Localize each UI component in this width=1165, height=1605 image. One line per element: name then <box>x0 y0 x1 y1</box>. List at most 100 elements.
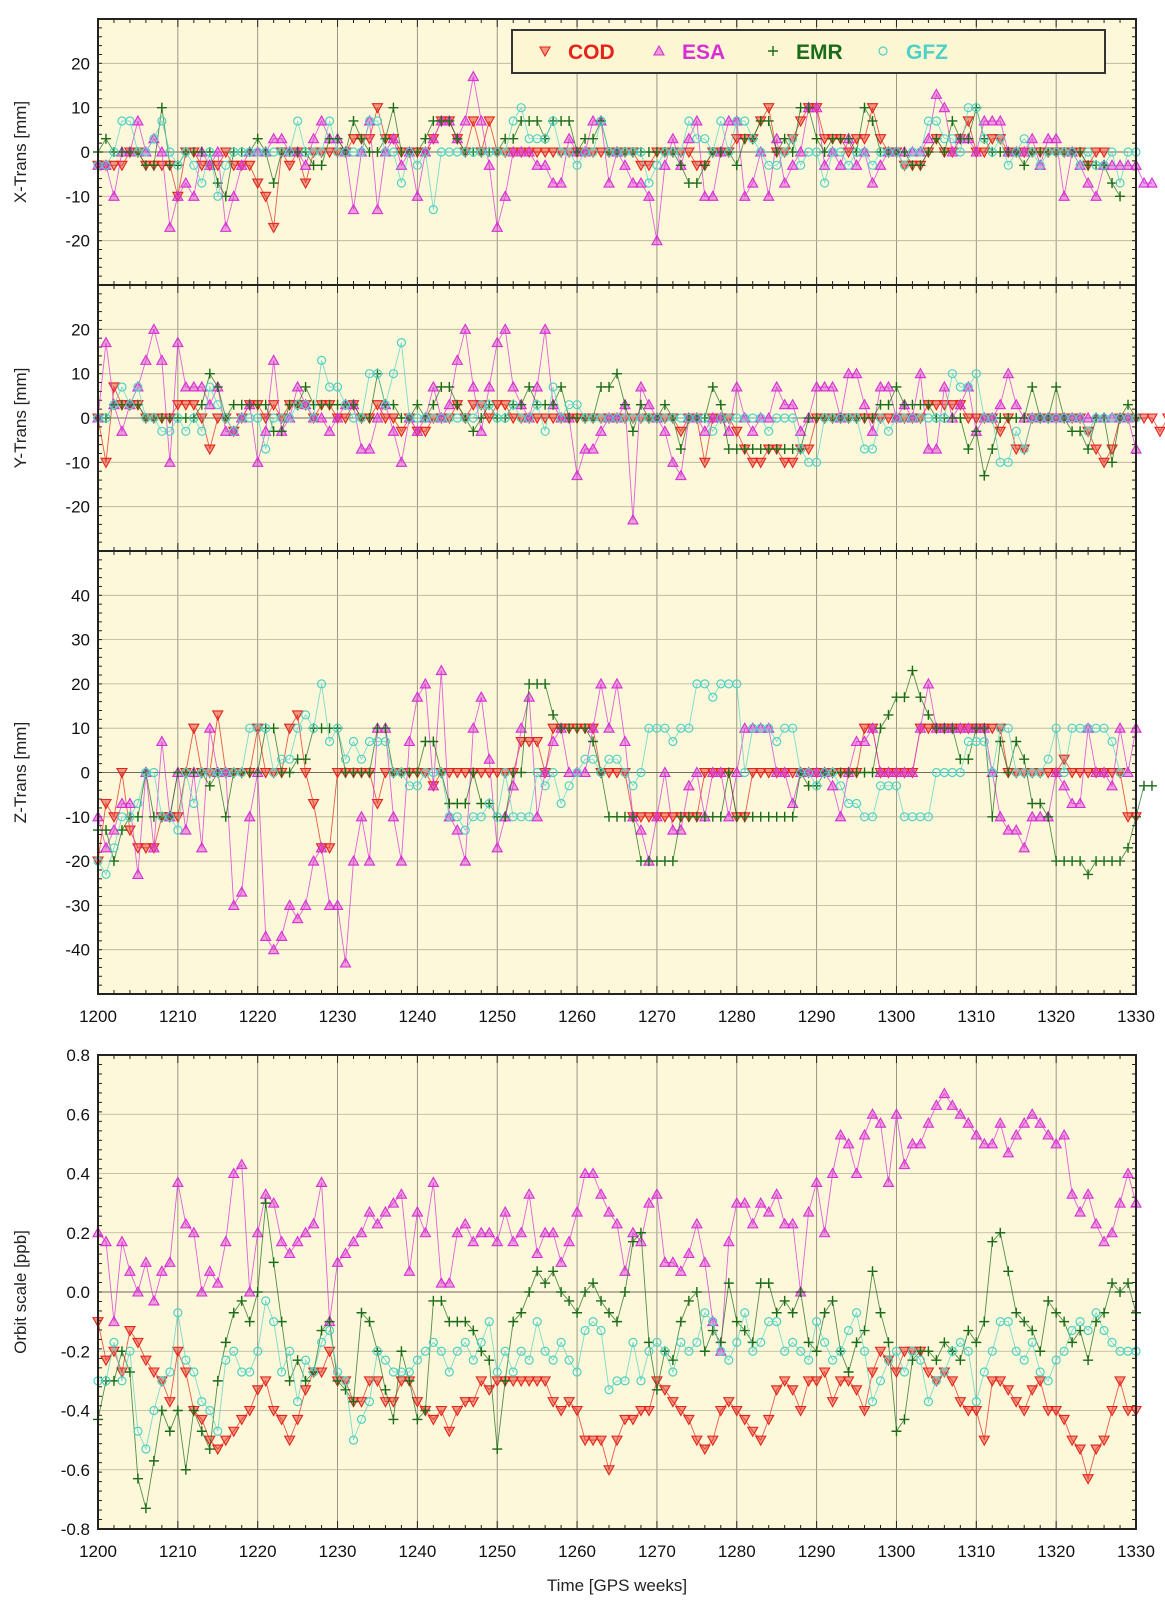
point-emr <box>524 381 535 392</box>
point-gfz <box>165 812 175 822</box>
panel-4: 0.8 0.6 0.4 0.2 0.0 -0.2 -0.4 -0.6 -0.8 1200 1210 1… <box>11 1046 1155 1595</box>
point-gfz <box>452 1346 462 1356</box>
point-gfz <box>947 134 957 144</box>
point-esa <box>131 868 144 879</box>
point-esa <box>411 1205 424 1217</box>
point-emr <box>891 1426 902 1437</box>
point-esa <box>243 1285 256 1297</box>
point-gfz <box>796 160 806 170</box>
point-gfz <box>181 426 191 436</box>
point-emr <box>691 1287 702 1297</box>
legend: COD ESA EMR GFZ <box>511 29 1106 74</box>
point-gfz <box>388 369 399 379</box>
point-cod <box>882 413 895 425</box>
point-esa <box>235 159 248 170</box>
point-gfz <box>508 400 518 410</box>
point-cod <box>994 1376 1007 1388</box>
point-esa <box>291 380 304 392</box>
point-cod <box>467 116 480 128</box>
point-emr <box>268 1257 279 1268</box>
point-gfz <box>564 1355 574 1365</box>
point-cod <box>155 160 168 172</box>
legend-marker-esa <box>653 44 665 56</box>
point-esa <box>147 323 160 334</box>
point-gfz <box>197 1397 207 1407</box>
point-emr <box>747 1337 758 1348</box>
point-gfz <box>636 1376 646 1386</box>
point-emr <box>596 1295 607 1306</box>
point-gfz <box>524 1355 534 1365</box>
point-esa <box>499 1205 512 1217</box>
point-cod <box>858 1405 871 1417</box>
point-gfz <box>572 160 582 170</box>
point-esa <box>435 1276 448 1288</box>
point-gfz <box>444 1367 454 1377</box>
point-esa <box>882 380 895 392</box>
y-tick-label: -20 <box>65 232 90 251</box>
point-emr <box>715 811 726 822</box>
point-gfz <box>133 798 143 809</box>
point-emr <box>364 1316 375 1327</box>
point-gfz <box>332 382 343 392</box>
point-emr <box>540 1278 551 1289</box>
point-cod <box>1098 1435 1110 1447</box>
point-cod <box>674 426 687 438</box>
point-gfz <box>197 178 207 188</box>
point-gfz <box>396 767 407 778</box>
series-line-gfz <box>98 106 1136 210</box>
point-esa <box>507 1235 520 1247</box>
point-esa <box>299 1226 312 1238</box>
point-gfz <box>293 723 303 733</box>
point-emr <box>963 1325 974 1336</box>
point-cod <box>1114 1376 1126 1388</box>
point-esa <box>922 677 935 689</box>
point-gfz <box>524 812 534 822</box>
point-gfz <box>772 160 782 170</box>
point-esa <box>650 810 663 822</box>
point-gfz <box>476 812 486 822</box>
point-esa <box>770 380 783 392</box>
point-cod <box>283 723 296 735</box>
point-esa <box>1122 159 1134 170</box>
point-emr <box>460 1316 471 1327</box>
point-cod <box>523 1376 536 1388</box>
point-esa <box>1026 810 1039 822</box>
point-emr <box>388 102 399 113</box>
point-cod <box>459 1397 472 1408</box>
point-esa <box>411 691 424 702</box>
point-esa <box>658 1256 671 1267</box>
point-cod <box>962 413 975 425</box>
point-esa <box>818 380 831 392</box>
point-gfz <box>1091 1308 1101 1318</box>
point-emr <box>1027 1325 1038 1336</box>
point-gfz <box>332 1367 343 1377</box>
point-cod <box>100 798 112 810</box>
point-esa <box>355 1226 368 1238</box>
point-emr <box>931 133 942 144</box>
y-axis-title: Y-Trans [mm] <box>11 368 30 469</box>
point-esa <box>603 722 615 733</box>
point-esa <box>579 766 591 778</box>
point-cod <box>834 1376 847 1388</box>
point-esa <box>515 1226 528 1238</box>
point-cod <box>818 134 831 145</box>
point-cod <box>355 1397 368 1408</box>
point-emr <box>1091 1316 1102 1327</box>
point-gfz <box>372 116 383 126</box>
point-gfz <box>652 160 662 170</box>
point-gfz <box>277 1367 287 1377</box>
point-emr <box>204 780 215 791</box>
point-emr <box>412 399 423 410</box>
y-tick-label: 10 <box>71 365 90 384</box>
point-cod <box>187 400 200 411</box>
point-esa <box>762 411 775 423</box>
point-gfz <box>308 1367 319 1377</box>
x-tick-label: 1230 <box>319 1542 357 1561</box>
point-esa <box>331 1256 344 1267</box>
point-esa <box>531 380 544 392</box>
point-emr <box>1027 381 1038 392</box>
point-emr <box>795 1287 806 1297</box>
point-esa <box>163 456 176 467</box>
point-gfz <box>772 1317 782 1327</box>
point-gfz <box>891 781 902 791</box>
